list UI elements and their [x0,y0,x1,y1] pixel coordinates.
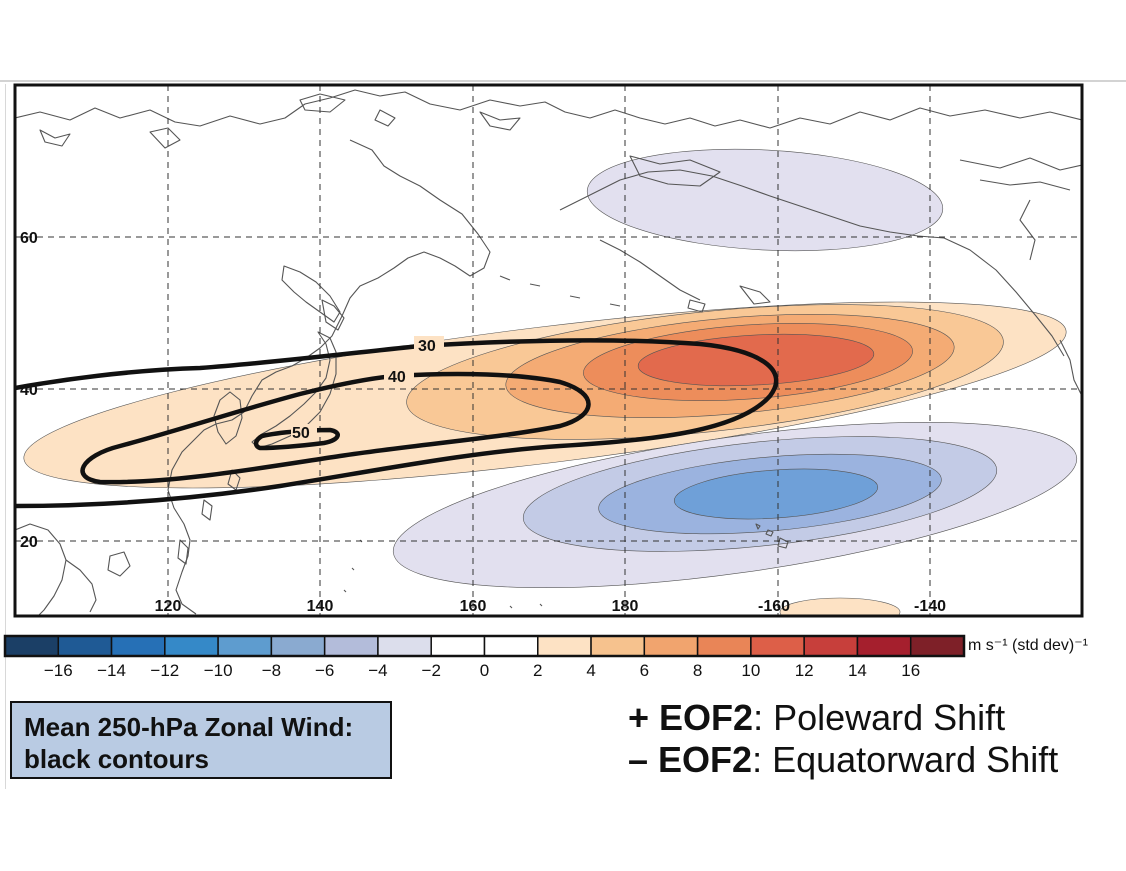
colorbar-swatch-14 [696,635,752,657]
colorbar-tick-label: 6 [640,661,649,680]
eof-negative-line: – EOF2: Equatorward Shift [628,739,1058,781]
colorbar-swatch-17 [856,635,912,657]
colorbar-tick-label: 0 [480,661,489,680]
legend-line-1: Mean 250-hPa Zonal Wind: [24,712,354,742]
wind-contour-40 [80,371,591,485]
colorbar-swatch-12 [590,635,646,657]
colorbar-swatch-13 [643,635,699,657]
eof-positive-desc: : Poleward Shift [753,697,1006,738]
wind-label-50: 50 [292,425,310,442]
colorbar-tick-label: −8 [262,661,281,680]
colorbar-swatch-15 [750,635,805,657]
lon-label-180: 180 [612,598,639,615]
colorbar-tick-label: −12 [150,661,179,680]
colorbar-swatch-1 [4,635,60,657]
wind-contour-labels: 30 40 50 [291,336,444,442]
colorbar-swatch-18 [909,635,965,657]
graticule [15,85,1082,616]
colorbar-swatch-6 [270,635,326,657]
wind-legend-box: Mean 250-hPa Zonal Wind: black contours [10,701,392,779]
eof-positive-line: + EOF2: Poleward Shift [628,697,1058,739]
lat-label-20: 20 [20,534,38,551]
colorbar-tick-label: 12 [795,661,814,680]
top-divider [0,80,1126,82]
colorbar-swatches [3,634,966,658]
colorbar-tick-label: 14 [848,661,867,680]
lon-label-neg140: -140 [914,598,946,615]
eof-caption: + EOF2: Poleward Shift – EOF2: Equatorwa… [628,697,1058,781]
lat-label-60: 60 [20,230,38,247]
map-frame [13,83,1084,618]
colorbar-tick-label: −14 [97,661,126,680]
eof-negative-sign: – [628,739,659,780]
left-divider [5,84,6,789]
lon-label-160: 160 [460,598,487,615]
colorbar-swatch-5 [217,635,273,657]
eof-positive-sign: + [628,697,660,738]
positive-level-5 [637,333,875,387]
negative-north-level-1 [586,148,944,252]
eof-positive-name: EOF2 [659,697,754,738]
colorbar-swatch-9 [430,635,486,657]
colorbar-swatch-7 [323,635,379,657]
negative-anomaly-north [586,148,944,252]
colorbar-tick-label: 10 [741,661,760,680]
colorbar-tick-label: −10 [204,661,233,680]
colorbar-swatch-3 [110,635,166,657]
colorbar-tick-label: −2 [422,661,441,680]
colorbar-swatch-11 [537,635,592,657]
wind-contour-30 [15,338,779,509]
colorbar-swatch-10 [483,635,539,657]
legend-line-2: black contours [24,744,209,774]
colorbar-swatch-16 [803,635,859,657]
colorbar-swatch-2 [57,635,113,657]
wind-label-40: 40 [388,369,406,386]
colorbar-tick-label: −6 [315,661,334,680]
lon-label-neg160: -160 [758,598,790,615]
negative-anomaly-south [392,421,1078,589]
lon-label-140: 140 [307,598,334,615]
eof-negative-name: EOF2 [658,739,753,780]
colorbar-tick-label: 4 [586,661,595,680]
colorbar-tick-label: 8 [693,661,702,680]
colorbar-tick-label: 2 [533,661,542,680]
positive-level-blob [779,597,901,616]
wind-label-30: 30 [418,338,436,355]
colorbar-tick-labels: −16 −14 −12 −10 −8 −6 −4 −2 0 2 4 6 8 10 12 14 16 [44,661,920,680]
colorbar-swatch-4 [164,635,219,657]
colorbar-tick-label: 16 [901,661,920,680]
lat-label-40: 40 [20,382,38,399]
colorbar-swatch-8 [377,635,432,657]
colorbar-frame [3,634,966,658]
colorbar-tick-label: −4 [368,661,387,680]
colorbar-unit-label: m s⁻¹ (std dev)⁻¹ [968,637,1088,654]
lon-label-120: 120 [155,598,182,615]
eof-negative-desc: : Equatorward Shift [752,739,1059,780]
colorbar-tick-label: −16 [44,661,73,680]
